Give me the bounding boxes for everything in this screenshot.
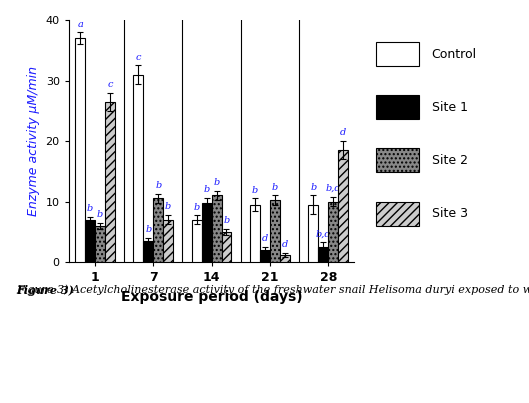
Text: b: b <box>155 181 161 190</box>
Bar <box>377 148 419 172</box>
Bar <box>95 226 105 262</box>
Text: d: d <box>340 129 346 137</box>
Bar <box>308 205 318 262</box>
Bar <box>133 75 143 262</box>
Text: Site 2: Site 2 <box>432 154 468 167</box>
Bar <box>192 220 202 262</box>
Bar <box>143 241 153 262</box>
Text: d: d <box>262 234 268 243</box>
Text: b: b <box>87 204 93 213</box>
Bar <box>270 200 280 262</box>
Text: b: b <box>252 186 258 195</box>
Text: b,d: b,d <box>325 184 341 193</box>
Text: b: b <box>194 203 200 212</box>
Bar <box>377 202 419 226</box>
Bar <box>75 38 85 262</box>
Bar <box>260 250 270 262</box>
X-axis label: Exposure period (days): Exposure period (days) <box>121 289 303 303</box>
Text: Control: Control <box>432 48 477 60</box>
Bar <box>212 195 222 262</box>
Text: b,d: b,d <box>315 229 331 239</box>
Text: b: b <box>165 202 171 211</box>
Bar <box>280 255 290 262</box>
Bar <box>377 95 419 119</box>
Bar <box>328 202 338 262</box>
Bar <box>377 42 419 66</box>
Text: c: c <box>107 80 113 89</box>
Bar <box>153 199 163 262</box>
Text: b: b <box>223 216 230 225</box>
Text: b: b <box>310 183 316 192</box>
Bar <box>105 102 115 262</box>
Bar <box>250 205 260 262</box>
Bar <box>338 150 348 262</box>
Text: b: b <box>204 185 210 194</box>
Text: b: b <box>145 225 151 234</box>
Text: b: b <box>97 210 103 219</box>
Text: b: b <box>272 183 278 192</box>
Text: b: b <box>213 178 220 187</box>
Bar <box>202 203 212 262</box>
Text: Figure 3): Figure 3) <box>16 285 78 295</box>
Text: Site 1: Site 1 <box>432 101 468 114</box>
Text: a: a <box>77 20 83 29</box>
Bar <box>85 220 95 262</box>
Bar <box>222 232 231 262</box>
Text: Site 3: Site 3 <box>432 207 468 220</box>
Bar <box>318 247 328 262</box>
Y-axis label: Enzyme activity μM/min: Enzyme activity μM/min <box>27 66 40 216</box>
Text: d: d <box>281 240 288 249</box>
Text: c: c <box>135 53 141 62</box>
Text: Figure 3) Acetylcholinesterase activity of the freshwater snail Helisoma duryi e: Figure 3) Acetylcholinesterase activity … <box>16 285 529 295</box>
Bar <box>163 220 173 262</box>
